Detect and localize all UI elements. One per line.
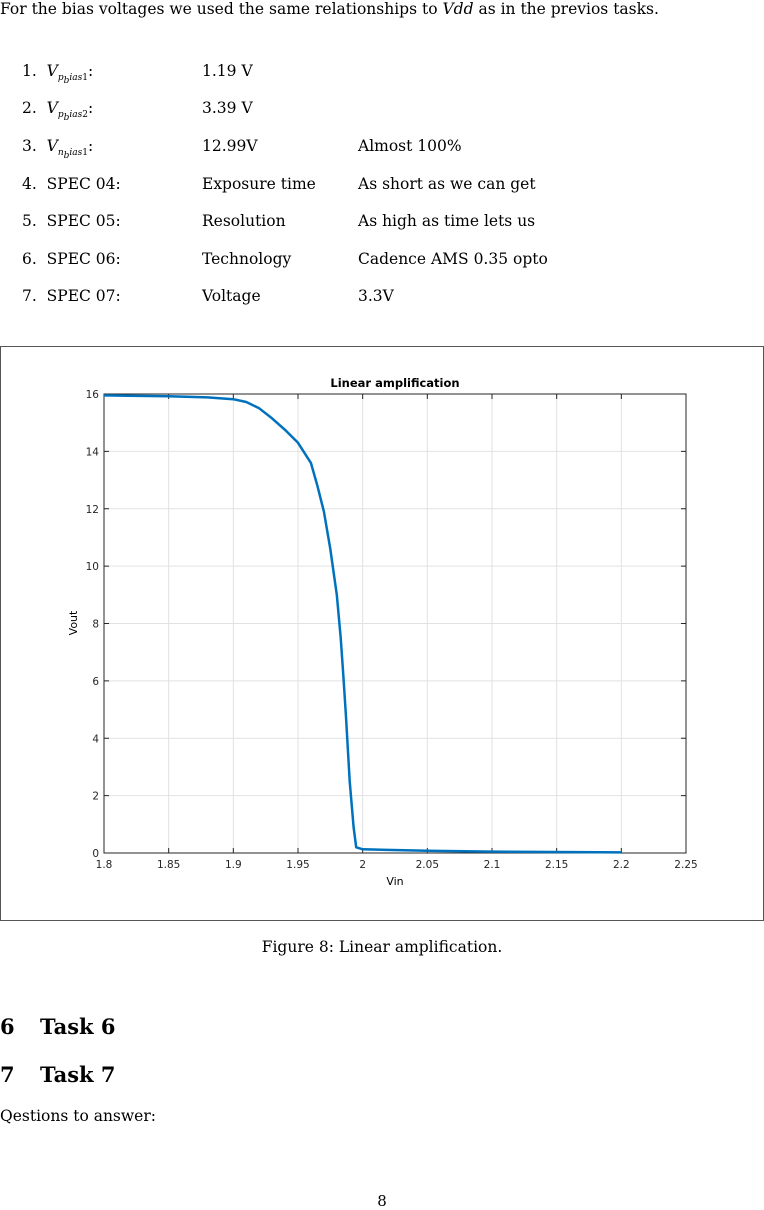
y-tick-label: 8 [92, 619, 99, 631]
vdd-symbol: Vdd [442, 0, 474, 18]
list-item-value: Technology [202, 250, 292, 268]
x-tick-label: 1.85 [157, 859, 180, 871]
list-item-note: As short as we can get [358, 175, 536, 193]
list-item-note: Almost 100% [358, 137, 462, 155]
y-tick-label: 14 [86, 446, 100, 458]
figure-caption: Figure 8: Linear amplification. [261, 938, 503, 956]
list-item-note: Cadence AMS 0.35 opto [358, 250, 548, 268]
chart-title: Linear amplification [330, 376, 459, 390]
x-tick-label: 1.9 [225, 859, 242, 871]
x-tick-label: 2.2 [613, 859, 630, 871]
x-tick-label: 1.95 [286, 859, 309, 871]
figure-frame: Linear amplification Vin Vout 1.8 1.85 1.9… [0, 346, 764, 921]
list-item-value: 12.99V [202, 137, 258, 155]
list-item-note: As high as time lets us [358, 212, 536, 230]
section-title: Task 7 [40, 1062, 116, 1087]
y-tick-label: 2 [92, 791, 99, 803]
intro-text-after: as in the previos tasks. [473, 0, 659, 18]
x-tick-label: 2.05 [416, 859, 439, 871]
y-tick-label: 6 [92, 676, 99, 688]
intro-text-before: For the bias voltages we used the same r… [0, 0, 443, 18]
y-axis-label: Vout [67, 610, 80, 635]
x-tick-label: 2 [359, 859, 366, 871]
page-number: 8 [377, 1192, 387, 1210]
x-tick-label: 1.8 [96, 859, 113, 871]
y-tick-label: 12 [86, 504, 99, 516]
list-item-value: Voltage [202, 287, 261, 305]
section-title: Task 6 [40, 1014, 116, 1039]
list-item-number: 5. SPEC 05: [22, 212, 121, 230]
section-number: 7 [0, 1062, 15, 1087]
list-item-value: Resolution [202, 212, 286, 230]
list-item-number: 2. Vpbias2: [22, 99, 94, 123]
intro-paragraph: For the bias voltages we used the same r… [0, 0, 659, 18]
x-axis-label: Vin [386, 875, 403, 888]
questions-text: Qestions to answer: [0, 1107, 156, 1125]
list-item-value: 1.19 V [202, 62, 253, 80]
list-item-number: 1. Vpbias1: [22, 62, 94, 86]
section-heading-task-7: 7 Task 7 [0, 1062, 116, 1087]
section-number: 6 [0, 1014, 15, 1039]
list-item-number: 6. SPEC 06: [22, 250, 121, 268]
x-tick-label: 2.25 [674, 859, 697, 871]
x-tick-label: 2.1 [484, 859, 501, 871]
x-tick-label: 2.15 [545, 859, 568, 871]
section-heading-task-6: 6 Task 6 [0, 1014, 116, 1039]
series-line [103, 394, 622, 854]
y-tick-label: 16 [86, 389, 100, 401]
list-item-number: 3. Vnbias1: [22, 137, 94, 161]
line-chart: Linear amplification Vin Vout 1.8 1.85 1.9… [67, 376, 698, 888]
list-item-number: 4. SPEC 04: [22, 175, 121, 193]
y-tick-label: 4 [92, 733, 99, 745]
list-item-value: Exposure time [202, 175, 316, 193]
y-tick-label: 10 [86, 561, 99, 573]
list-item-number: 7. SPEC 07: [22, 287, 121, 305]
list-item-note: 3.3V [358, 287, 394, 305]
y-tick-label: 0 [92, 848, 99, 860]
list-item-value: 3.39 V [202, 99, 253, 117]
